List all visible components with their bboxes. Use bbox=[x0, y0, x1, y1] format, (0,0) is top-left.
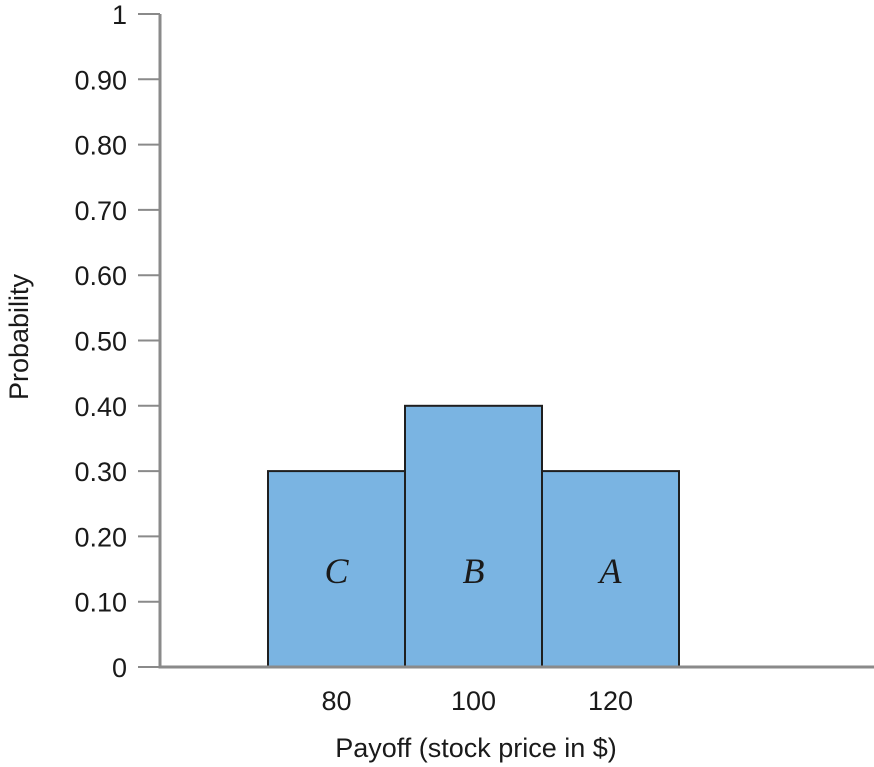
x-tick-label-120: 120 bbox=[588, 686, 633, 716]
bar-80 bbox=[267, 470, 406, 668]
bar-label-B: B bbox=[463, 551, 485, 591]
y-axis-title: Probability bbox=[4, 273, 34, 400]
y-tick-label: 0.80 bbox=[74, 131, 127, 161]
bar-label-A: A bbox=[598, 551, 623, 591]
x-axis-tick-labels: 80 100 120 bbox=[321, 686, 633, 716]
y-tick-label: 1 bbox=[112, 0, 127, 30]
y-tick-label: 0.70 bbox=[74, 196, 127, 226]
y-axis-ticks: 0 0.10 0.20 0.30 0.40 0.50 0.60 0.70 0.80 0.90 1 bbox=[74, 0, 160, 683]
y-tick-label: 0.50 bbox=[74, 327, 127, 357]
y-tick-label: 0.60 bbox=[74, 261, 127, 291]
x-axis-title: Payoff (stock price in $) bbox=[335, 733, 617, 763]
y-tick-label: 0.90 bbox=[74, 65, 127, 95]
y-tick-label: 0.20 bbox=[74, 522, 127, 552]
y-tick-label: 0 bbox=[112, 653, 127, 683]
y-tick-label: 0.40 bbox=[74, 392, 127, 422]
chart-axes bbox=[158, 14, 874, 669]
bar-label-C: C bbox=[324, 551, 349, 591]
y-tick-label: 0.30 bbox=[74, 457, 127, 487]
x-tick-label-80: 80 bbox=[321, 686, 351, 716]
y-tick-label: 0.10 bbox=[74, 588, 127, 618]
bar-120 bbox=[541, 470, 680, 668]
x-tick-label-100: 100 bbox=[451, 686, 496, 716]
bar-100 bbox=[404, 404, 543, 668]
